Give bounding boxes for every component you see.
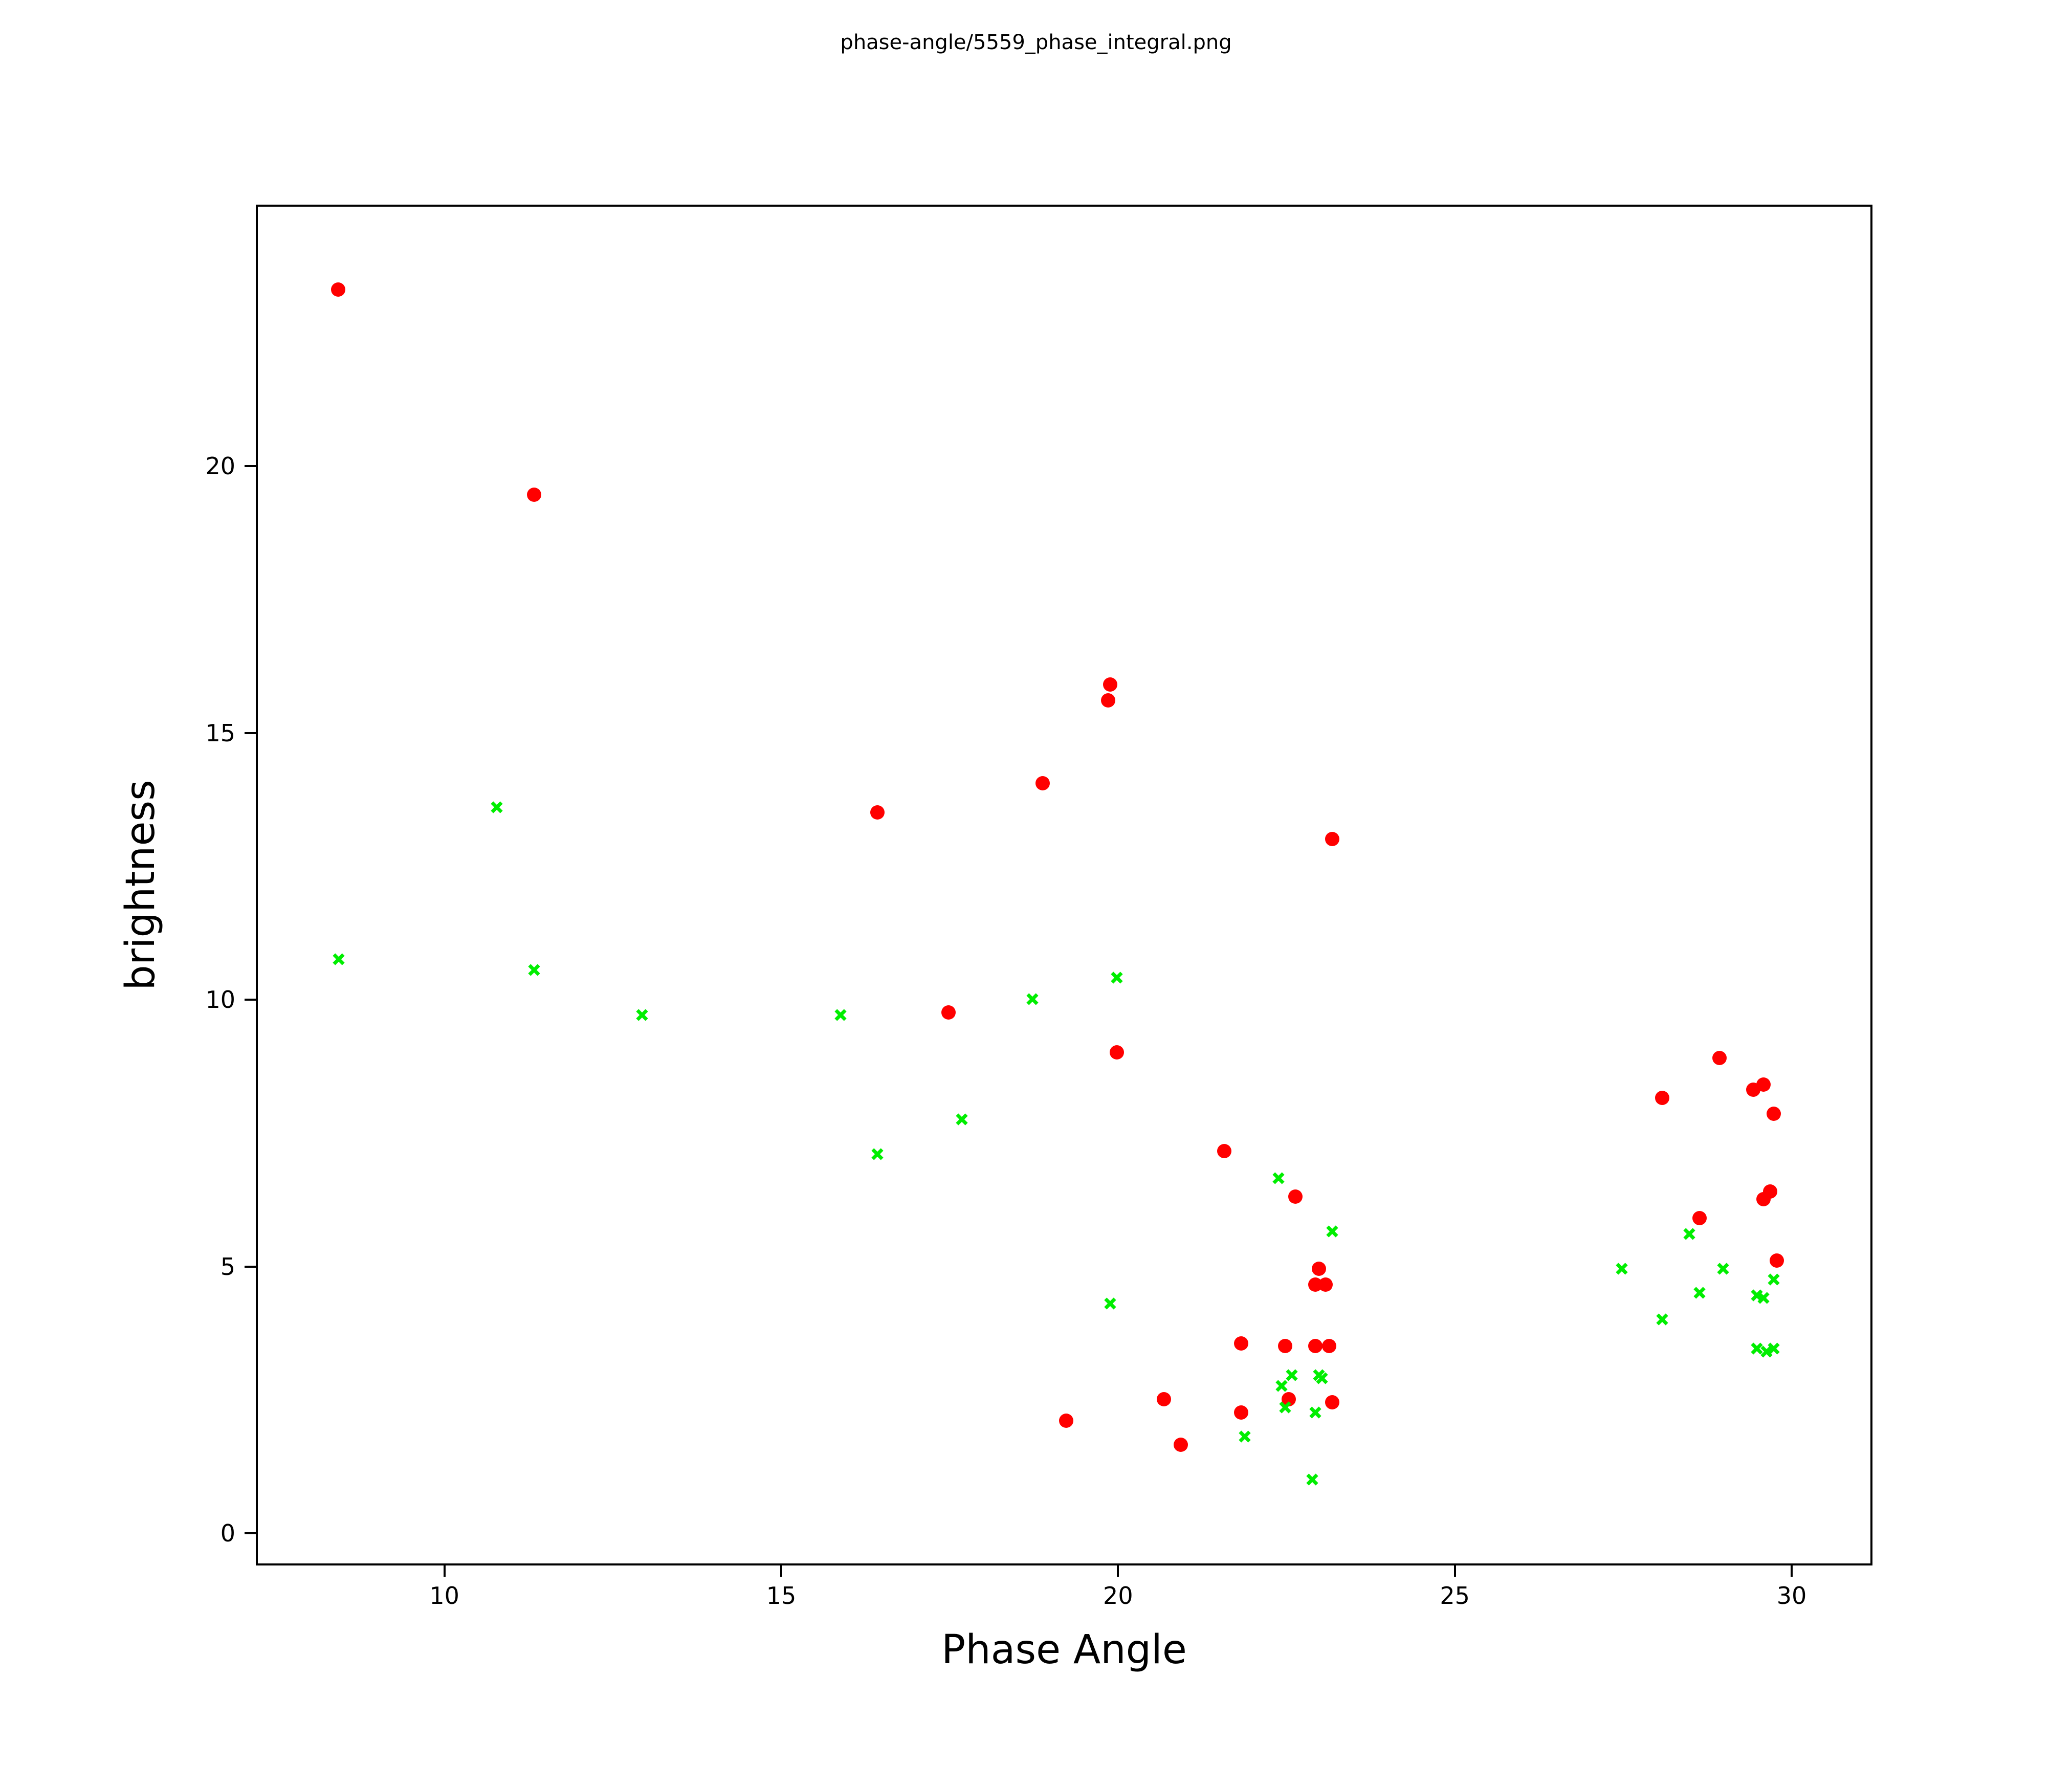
- scatter-point-circle: [1325, 832, 1340, 847]
- scatter-point-circle: [1318, 1277, 1333, 1292]
- x-tick-mark: [1117, 1565, 1119, 1577]
- scatter-point-circle: [1692, 1210, 1707, 1225]
- y-tick-label: 10: [205, 986, 235, 1014]
- scatter-point-circle: [1770, 1253, 1784, 1268]
- x-tick-label: 25: [1440, 1582, 1470, 1609]
- x-tick-mark: [780, 1565, 782, 1577]
- x-tick-label: 10: [429, 1582, 459, 1609]
- scatter-point-circle: [1756, 1192, 1771, 1207]
- x-tick-label: 15: [766, 1582, 797, 1609]
- y-tick-label: 15: [205, 719, 235, 747]
- scatter-point-cross: [1683, 1227, 1696, 1241]
- scatter-point-cross: [1026, 992, 1039, 1006]
- scatter-point-cross: [1716, 1262, 1730, 1275]
- x-tick-mark: [443, 1565, 446, 1577]
- scatter-point-cross: [635, 1008, 649, 1022]
- scatter-point-cross: [1279, 1401, 1292, 1414]
- scatter-point-cross: [871, 1148, 884, 1161]
- scatter-point-circle: [1035, 776, 1050, 790]
- y-tick-label: 5: [220, 1252, 235, 1281]
- y-tick-mark: [245, 999, 256, 1001]
- scatter-point-cross: [527, 963, 541, 977]
- scatter-point-circle: [1311, 1261, 1326, 1276]
- scatter-point-circle: [1746, 1083, 1760, 1097]
- scatter-point-cross: [1315, 1372, 1329, 1385]
- y-tick-label: 20: [205, 452, 235, 480]
- scatter-point-cross: [1275, 1379, 1288, 1393]
- scatter-point-circle: [1234, 1336, 1249, 1351]
- x-tick-label: 20: [1103, 1582, 1133, 1609]
- scatter-point-circle: [1308, 1339, 1323, 1354]
- scatter-point-circle: [1288, 1189, 1303, 1204]
- scatter-point-circle: [941, 1005, 956, 1020]
- scatter-point-circle: [1059, 1414, 1073, 1428]
- scatter-point-cross: [1272, 1172, 1285, 1185]
- scatter-point-cross: [955, 1113, 968, 1126]
- scatter-point-circle: [1100, 693, 1115, 708]
- scatter-point-circle: [1766, 1107, 1781, 1121]
- scatter-point-circle: [1217, 1144, 1232, 1159]
- scatter-point-circle: [1109, 1045, 1124, 1060]
- figure-title: phase-angle/5559_phase_integral.png: [840, 31, 1232, 54]
- scatter-point-cross: [1238, 1430, 1251, 1443]
- y-tick-mark: [245, 465, 256, 468]
- y-tick-mark: [245, 1532, 256, 1535]
- scatter-point-circle: [1325, 1395, 1340, 1409]
- scatter-point-circle: [526, 488, 541, 502]
- scatter-point-circle: [1103, 677, 1117, 692]
- scatter-point-cross: [1693, 1286, 1706, 1299]
- scatter-point-cross: [1104, 1297, 1117, 1310]
- y-tick-mark: [245, 1265, 256, 1268]
- scatter-point-circle: [1277, 1339, 1292, 1354]
- scatter-point-circle: [1712, 1050, 1727, 1065]
- scatter-point-cross: [1309, 1406, 1322, 1419]
- scatter-point-circle: [1655, 1091, 1670, 1106]
- scatter-point-circle: [1156, 1392, 1171, 1407]
- plot-area: [256, 205, 1872, 1565]
- y-tick-mark: [245, 732, 256, 734]
- y-tick-label: 0: [220, 1519, 235, 1548]
- scatter-point-cross: [1757, 1291, 1770, 1305]
- scatter-point-cross: [1656, 1313, 1669, 1326]
- x-axis-label: Phase Angle: [941, 1627, 1187, 1673]
- scatter-point-circle: [330, 282, 345, 297]
- scatter-point-cross: [1326, 1225, 1339, 1238]
- scatter-point-cross: [332, 953, 345, 966]
- scatter-point-cross: [1306, 1473, 1319, 1486]
- scatter-point-cross: [1110, 971, 1123, 984]
- y-axis-label: brightness: [118, 780, 164, 990]
- scatter-point-circle: [870, 805, 885, 820]
- scatter-point-cross: [834, 1008, 847, 1022]
- scatter-data-layer: [258, 207, 1870, 1563]
- scatter-point-circle: [1173, 1438, 1188, 1452]
- scatter-point-cross: [1760, 1345, 1773, 1358]
- scatter-point-circle: [1321, 1339, 1336, 1354]
- scatter-point-circle: [1234, 1405, 1249, 1420]
- scatter-point-cross: [1615, 1262, 1628, 1275]
- x-tick-mark: [1453, 1565, 1456, 1577]
- x-tick-mark: [1791, 1565, 1793, 1577]
- scatter-point-cross: [1767, 1273, 1780, 1286]
- x-tick-label: 30: [1776, 1582, 1807, 1609]
- scatter-point-cross: [490, 801, 503, 814]
